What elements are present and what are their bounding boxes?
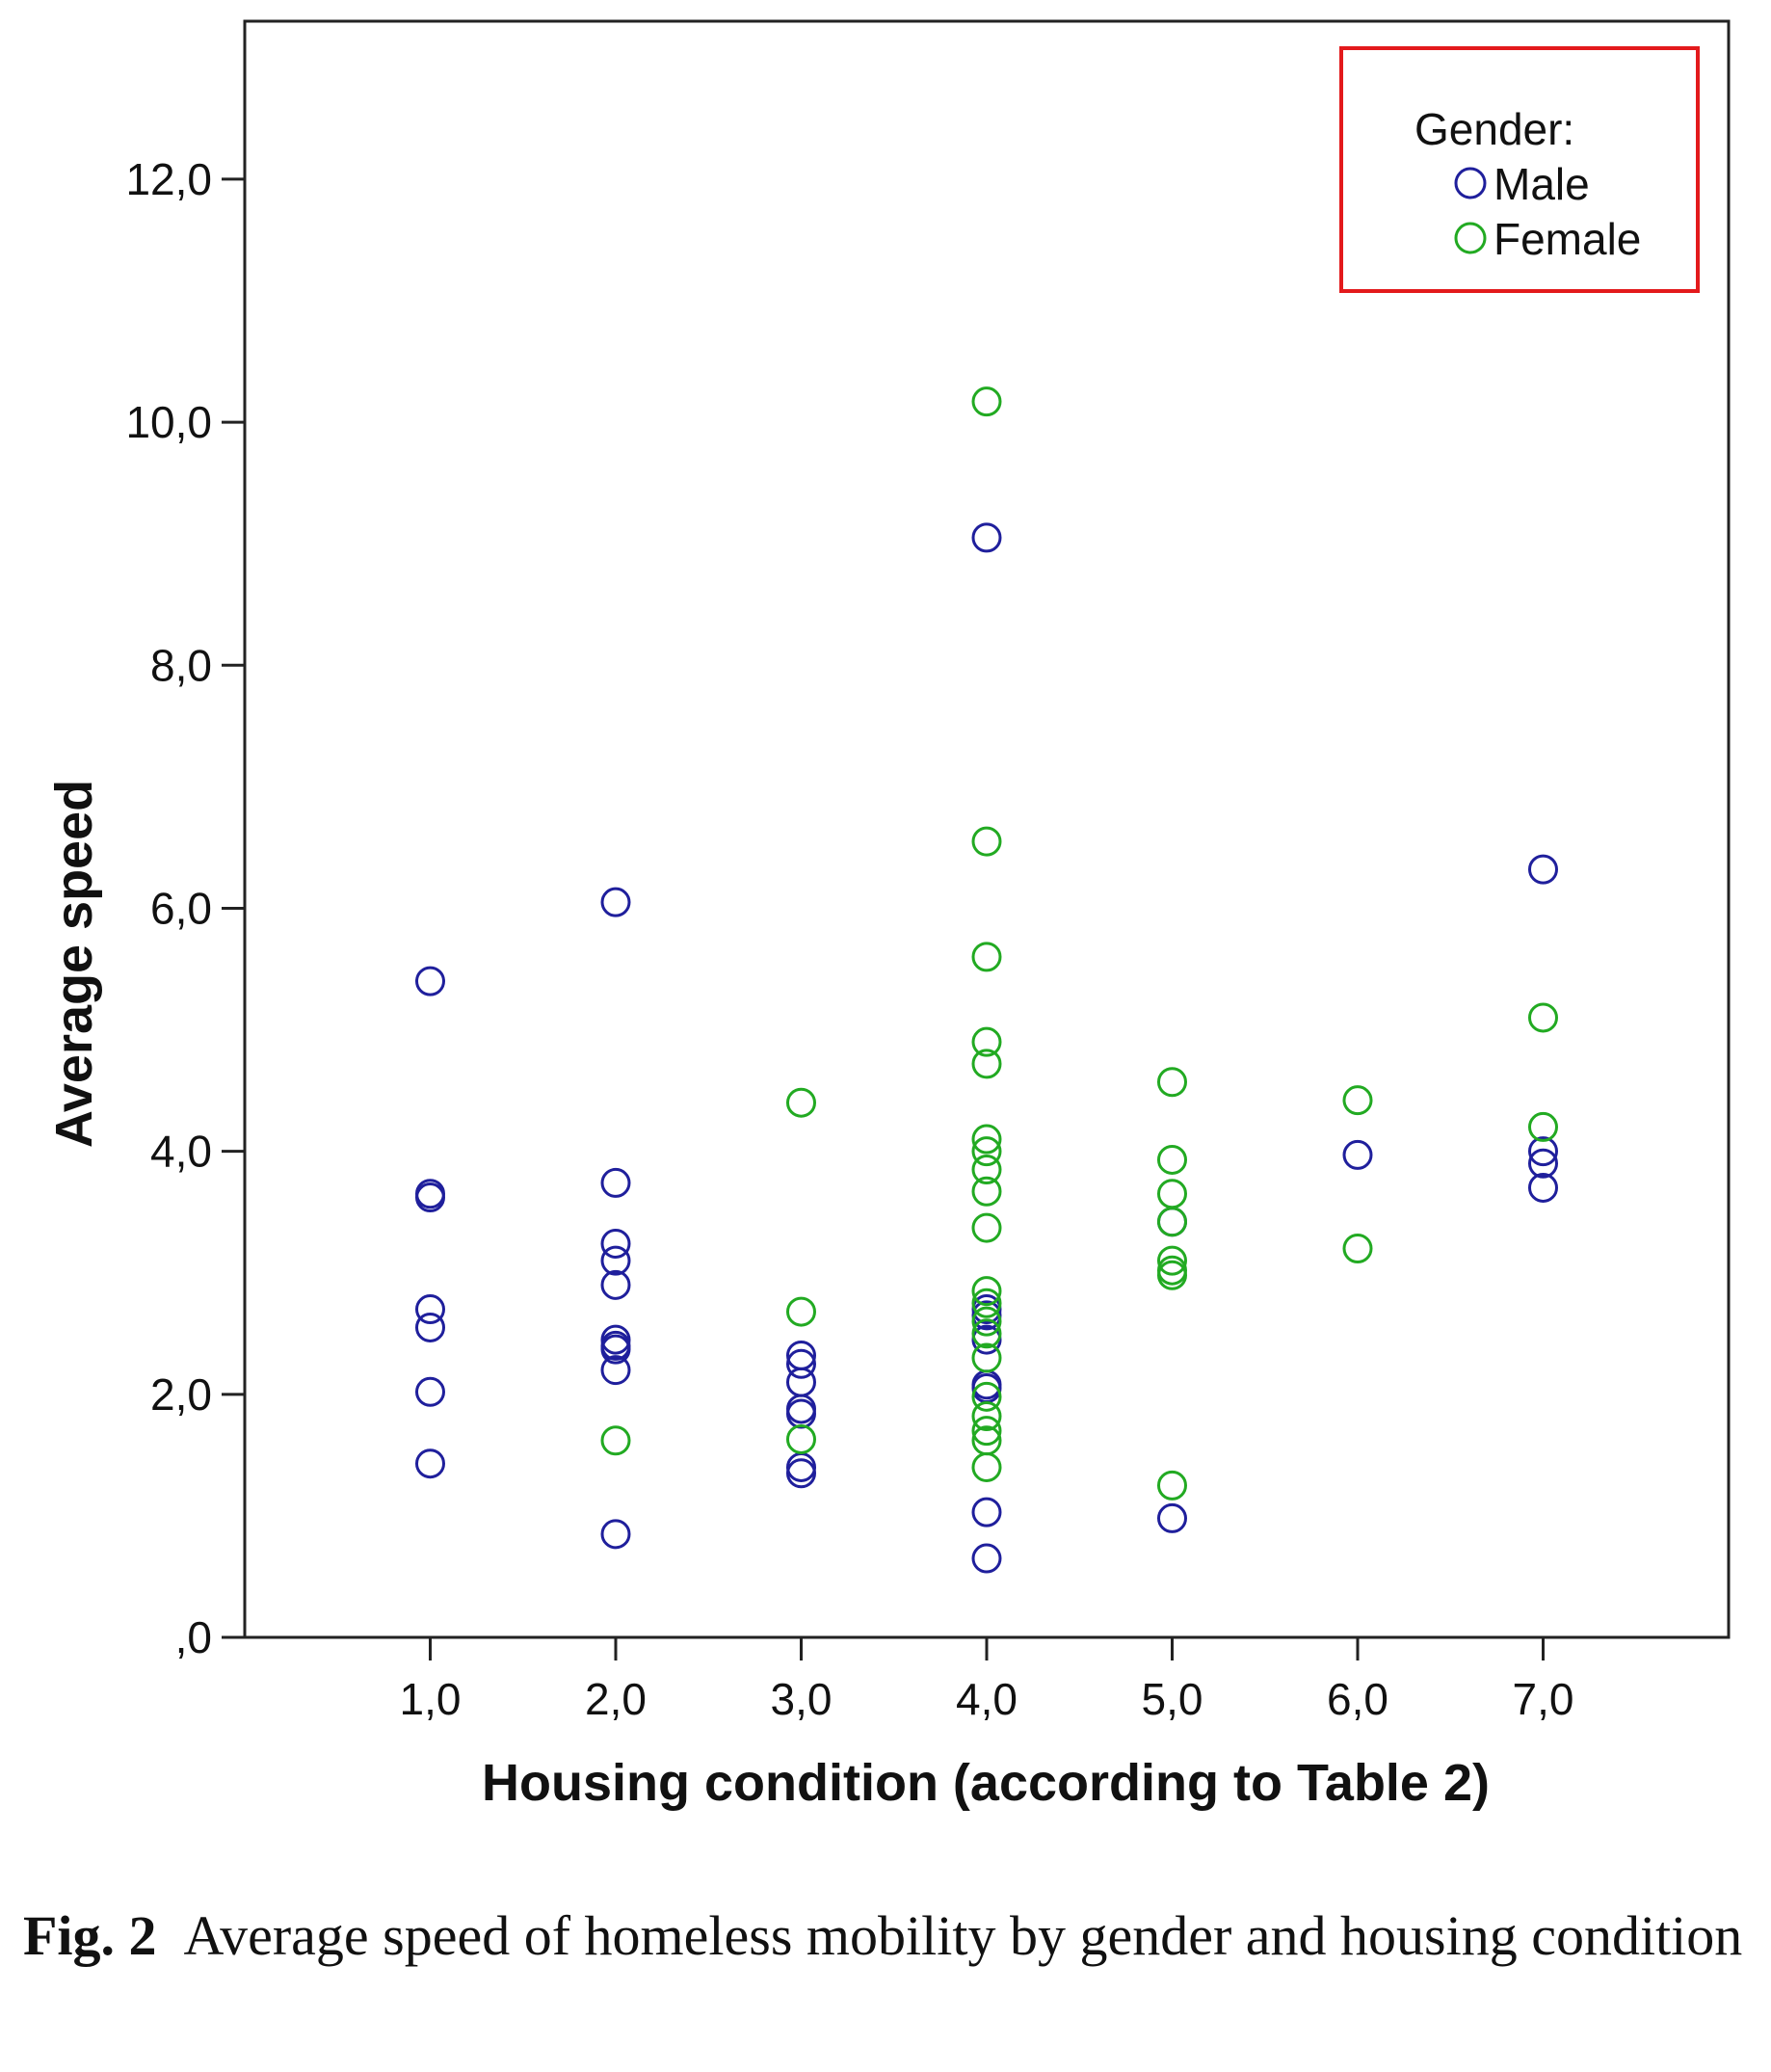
- figure-label: Fig. 2: [23, 1904, 157, 1967]
- data-point-male: [786, 1367, 816, 1397]
- data-point-female: [1342, 1234, 1373, 1264]
- data-point-female: [971, 1276, 1002, 1307]
- data-point-male: [600, 1167, 631, 1198]
- y-tick-label: 2,0: [150, 1369, 212, 1420]
- data-point-male: [415, 966, 445, 996]
- data-point-male: [600, 887, 631, 917]
- data-point-female: [971, 1288, 1002, 1318]
- data-point-male: [600, 1228, 631, 1259]
- legend: Gender: Male Female: [1339, 46, 1700, 293]
- legend-label-female: Female: [1493, 214, 1641, 264]
- data-point-female: [1157, 1179, 1187, 1209]
- x-tick-label: 2,0: [585, 1674, 647, 1724]
- x-tick-label: 4,0: [956, 1674, 1018, 1724]
- data-point-male: [786, 1348, 816, 1379]
- data-point-female: [971, 1155, 1002, 1185]
- data-point-male: [1528, 1148, 1558, 1179]
- figure-caption-text: Average speed of homeless mobility by ge…: [183, 1904, 1743, 1967]
- data-point-male: [786, 1398, 816, 1429]
- x-tick-label: 5,0: [1142, 1674, 1203, 1724]
- data-point-female: [971, 1049, 1002, 1079]
- data-point-male: [971, 1497, 1002, 1527]
- data-point-female: [971, 1451, 1002, 1482]
- data-point-male: [600, 1334, 631, 1365]
- data-point-male: [600, 1519, 631, 1550]
- data-point-female: [1157, 1207, 1187, 1237]
- legend-marker-male: [1454, 167, 1487, 199]
- y-tick-label: 10,0: [125, 397, 212, 447]
- data-point-female: [971, 1401, 1002, 1432]
- data-point-female: [971, 1124, 1002, 1155]
- data-point-male: [1342, 1139, 1373, 1170]
- data-point-female: [1528, 1002, 1558, 1033]
- y-axis-ticks: ,0 2,0 4,0 6,0 8,0 10,0 12,0: [125, 154, 245, 1662]
- data-point-female: [971, 1381, 1002, 1412]
- y-tick-label: 12,0: [125, 154, 212, 204]
- x-tick-label: 6,0: [1327, 1674, 1388, 1724]
- data-point-male: [971, 1543, 1002, 1574]
- data-point-female: [971, 1212, 1002, 1243]
- data-point-male: [415, 1448, 445, 1479]
- legend-marker-female: [1454, 222, 1487, 254]
- data-point-male: [1528, 1172, 1558, 1203]
- data-point-female: [971, 826, 1002, 857]
- y-tick-label: ,0: [175, 1612, 212, 1662]
- data-point-female: [971, 942, 1002, 972]
- x-tick-label: 1,0: [400, 1674, 462, 1724]
- data-point-female: [1157, 1067, 1187, 1098]
- data-point-female: [971, 1026, 1002, 1057]
- x-axis-ticks: 1,0 2,0 3,0 4,0 5,0 6,0 7,0: [400, 1637, 1574, 1724]
- data-point-male: [415, 1294, 445, 1325]
- data-point-male: [1528, 1136, 1558, 1167]
- data-point-female: [1157, 1470, 1187, 1501]
- data-point-female: [971, 1342, 1002, 1373]
- data-point-male: [415, 1182, 445, 1213]
- y-tick-label: 4,0: [150, 1127, 212, 1177]
- data-point-male: [786, 1451, 816, 1482]
- data-point-male: [600, 1269, 631, 1300]
- data-point-female: [786, 1087, 816, 1118]
- data-point-female: [1157, 1260, 1187, 1290]
- data-point-female: [786, 1423, 816, 1454]
- data-point-male: [1528, 854, 1558, 885]
- data-point-male: [971, 522, 1002, 553]
- x-tick-label: 7,0: [1513, 1674, 1574, 1724]
- data-point-female: [1342, 1085, 1373, 1116]
- data-point-female: [1157, 1144, 1187, 1175]
- data-point-male: [1157, 1502, 1187, 1533]
- x-axis-title: Housing condition (according to Table 2): [482, 1754, 1490, 1812]
- legend-title: Gender:: [1414, 104, 1574, 154]
- y-axis-title: Average speed: [45, 780, 103, 1148]
- data-point-male: [600, 1245, 631, 1276]
- data-point-female: [971, 1416, 1002, 1447]
- data-point-male: [786, 1458, 816, 1489]
- figure-caption: Fig. 2 Average speed of homeless mobility…: [23, 1903, 1748, 1969]
- data-points: [415, 386, 1558, 1574]
- legend-label-male: Male: [1493, 159, 1590, 209]
- y-tick-label: 8,0: [150, 640, 212, 690]
- data-point-female: [971, 1176, 1002, 1207]
- data-point-female: [1157, 1245, 1187, 1276]
- data-point-male: [600, 1355, 631, 1386]
- data-point-female: [600, 1425, 631, 1456]
- data-point-male: [415, 1312, 445, 1342]
- x-tick-label: 3,0: [771, 1674, 833, 1724]
- data-point-female: [971, 1306, 1002, 1337]
- data-point-female: [1528, 1111, 1558, 1142]
- data-point-female: [786, 1296, 816, 1327]
- data-point-female: [971, 1318, 1002, 1349]
- data-point-female: [971, 1136, 1002, 1167]
- y-tick-label: 6,0: [150, 883, 212, 933]
- data-point-female: [971, 386, 1002, 417]
- legend-box: [1339, 46, 1700, 293]
- data-point-male: [415, 1376, 445, 1407]
